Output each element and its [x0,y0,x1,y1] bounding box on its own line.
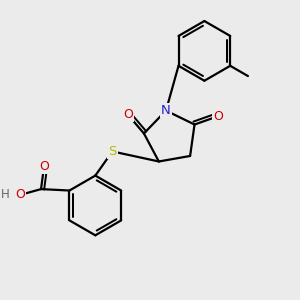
Text: O: O [15,188,25,201]
Text: N: N [161,104,171,117]
Text: S: S [108,145,117,158]
Text: H: H [1,188,9,201]
Text: O: O [39,160,49,173]
Text: O: O [213,110,223,123]
Text: O: O [123,108,133,121]
